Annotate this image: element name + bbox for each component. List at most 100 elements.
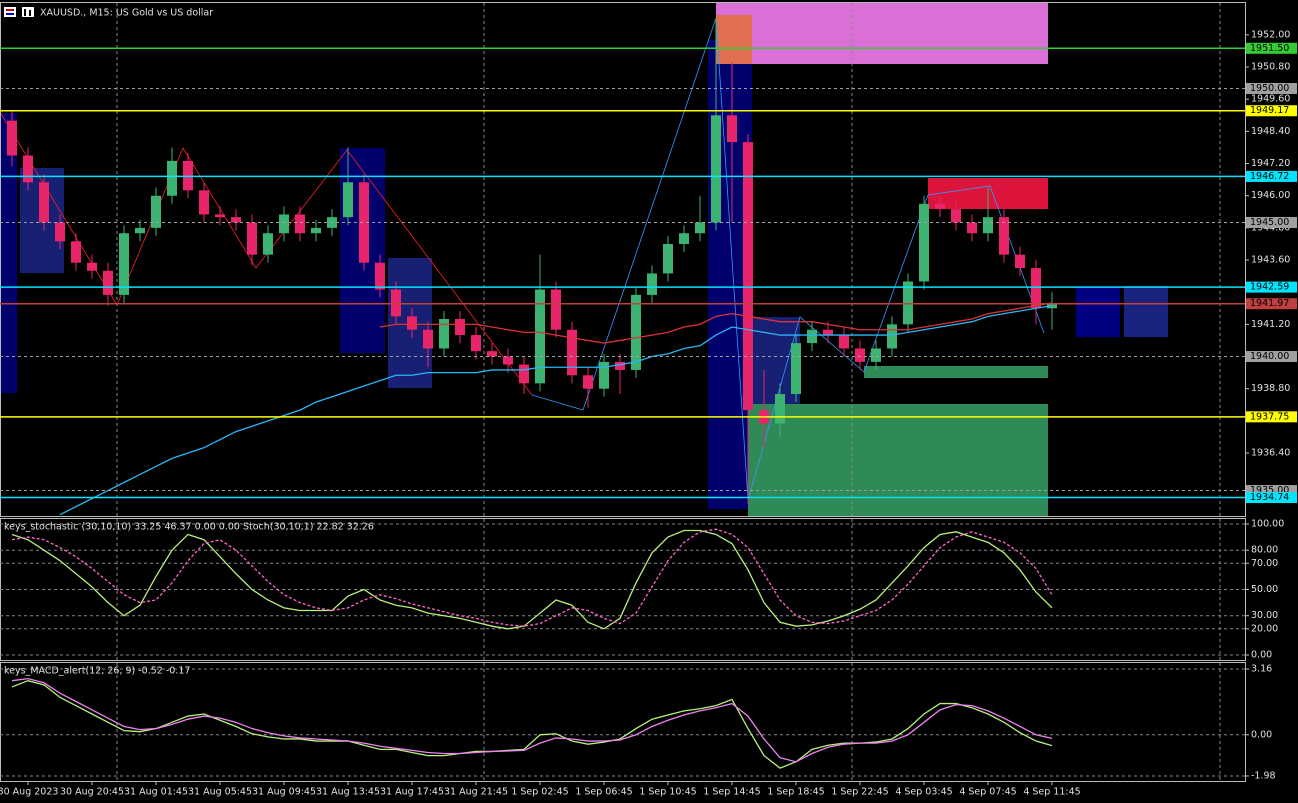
- price-level-label: 1942.59: [1250, 282, 1289, 293]
- candle-body: [103, 270, 113, 295]
- price-level-tag: [1246, 351, 1297, 363]
- series-line: [11, 529, 1053, 630]
- symbol-icons: [4, 7, 34, 17]
- y-tick-label: 3.16: [1251, 664, 1272, 675]
- price-level-label: 1950.00: [1250, 83, 1289, 94]
- x-tick-label: 30 Aug 20:45: [60, 787, 124, 798]
- x-tick-label: 1 Sep 06:45: [575, 787, 632, 798]
- y-tick-label: 1947.20: [1251, 158, 1290, 169]
- candle-body: [695, 222, 705, 234]
- candle-body: [487, 351, 497, 357]
- panel-title: keys_stochastic (30,10,10) 33.25 46.37 0…: [4, 522, 374, 533]
- y-tick-label: 1938.80: [1251, 383, 1290, 394]
- candle-body: [23, 155, 33, 183]
- candle-body: [663, 243, 673, 274]
- price-level-tag: [1246, 42, 1297, 54]
- icon: [24, 9, 26, 16]
- x-tick-label: 1 Sep 18:45: [767, 787, 824, 798]
- candle-body: [679, 233, 689, 244]
- panel-title: keys_MACD_alert(12, 26, 9) -0.52 -0.17: [4, 666, 190, 677]
- candle-body: [167, 160, 177, 196]
- candle-body: [647, 273, 657, 295]
- candle-body: [199, 190, 209, 215]
- price-level-tag: [1246, 170, 1297, 182]
- series-line: [11, 680, 1053, 769]
- y-tick-label: 80.00: [1251, 545, 1278, 556]
- candle-body: [951, 209, 961, 223]
- panel-frame: [0, 2, 1246, 517]
- icon: [29, 10, 31, 16]
- zone: [1076, 286, 1120, 337]
- candle-body: [263, 233, 273, 255]
- price-level-label: 1941.97: [1250, 298, 1289, 309]
- icon: [4, 7, 16, 17]
- x-tick-label: 4 Sep 11:45: [1023, 787, 1080, 798]
- price-level-tag: [1246, 217, 1297, 229]
- x-tick-label: 31 Aug 01:45: [124, 787, 188, 798]
- candle-body: [311, 227, 321, 234]
- y-tick-label: 20.00: [1251, 623, 1278, 634]
- icon: [22, 7, 34, 17]
- candle-body: [215, 214, 225, 218]
- x-tick-label: 31 Aug 13:45: [316, 787, 380, 798]
- candle-body: [183, 160, 193, 191]
- candle-body: [839, 335, 849, 349]
- price-level-tag: [1246, 485, 1297, 497]
- candle-body: [279, 214, 289, 234]
- candle-body: [1015, 254, 1025, 269]
- price-level-label: 1937.75: [1250, 411, 1289, 422]
- y-tick-label: 0.00: [1251, 650, 1272, 661]
- x-tick-label: 1 Sep 10:45: [639, 787, 696, 798]
- candle-body: [871, 348, 881, 362]
- candle-body: [727, 115, 737, 143]
- candle-body: [455, 319, 465, 336]
- price-level-tag: [1246, 411, 1297, 423]
- x-tick-label: 1 Sep 02:45: [511, 787, 568, 798]
- price-level-tag: [1246, 105, 1297, 117]
- candle-body: [999, 217, 1009, 255]
- candle-body: [135, 227, 145, 234]
- zone: [716, 3, 1048, 64]
- zone: [748, 404, 1048, 516]
- x-tick-label: 31 Aug 17:45: [380, 787, 444, 798]
- y-tick-label: 1943.60: [1251, 255, 1290, 266]
- chart-title: XAUUSD., M15: US Gold vs US dollar: [40, 8, 213, 19]
- zone: [0, 113, 17, 393]
- zigzag: [531, 17, 1045, 501]
- candle-body: [887, 324, 897, 349]
- price-level-label: 1935.00: [1250, 485, 1289, 496]
- panel-frame: [0, 662, 1246, 782]
- series-line: [379, 302, 1053, 344]
- zone: [716, 15, 752, 64]
- price-level-label: 1949.17: [1250, 105, 1289, 116]
- candle-body: [615, 361, 625, 370]
- y-tick-label: -1.98: [1251, 771, 1276, 782]
- price-level-tag: [1246, 281, 1297, 293]
- x-tick-label: 31 Aug 09:45: [252, 787, 316, 798]
- candle-body: [807, 329, 817, 344]
- candle-body: [711, 115, 721, 223]
- zone: [1124, 286, 1168, 337]
- candle-body: [855, 348, 865, 362]
- y-tick-label: 100.00: [1251, 518, 1284, 529]
- candle-body: [39, 182, 49, 223]
- series-line: [11, 528, 1053, 627]
- x-tick-label: 4 Sep 03:45: [895, 787, 952, 798]
- y-tick-label: 1941.20: [1251, 319, 1290, 330]
- price-level-label: 1945.00: [1250, 217, 1289, 228]
- y-tick-label: 30.00: [1251, 610, 1278, 621]
- y-tick-label: 0.00: [1251, 729, 1272, 740]
- candle-body: [791, 343, 801, 395]
- price-level-tag: [1246, 492, 1297, 504]
- price-level-tag: [1246, 83, 1297, 94]
- y-tick-label: 1950.80: [1251, 62, 1290, 73]
- x-tick-label: 4 Sep 07:45: [959, 787, 1016, 798]
- candle-body: [247, 222, 257, 255]
- price-level-label: 1940.00: [1250, 351, 1289, 362]
- candle-body: [151, 195, 161, 228]
- candle-body: [823, 329, 833, 336]
- candle-body: [519, 364, 529, 384]
- candle-body: [967, 222, 977, 234]
- y-tick-label: 70.00: [1251, 558, 1278, 569]
